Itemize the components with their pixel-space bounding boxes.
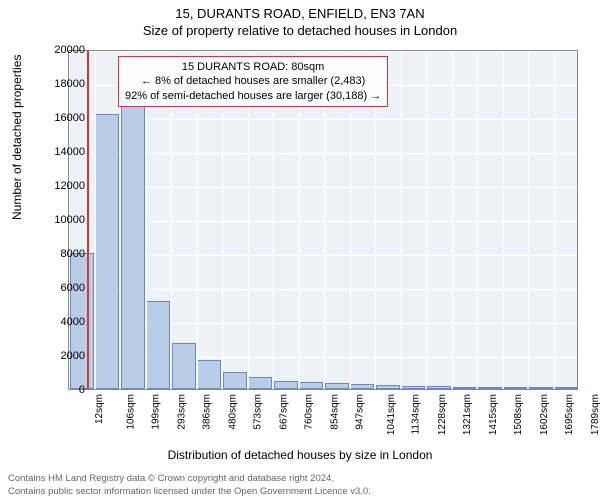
x-tick-label: 1602sqm [539,394,550,435]
y-tick-label: 14000 [35,146,85,158]
histogram-bar [503,387,527,389]
histogram-bar [146,301,170,389]
y-tick-label: 8000 [35,248,85,260]
y-tick-label: 18000 [35,78,85,90]
histogram-bar [172,343,196,389]
histogram-bar [274,381,298,390]
histogram-bar [197,360,221,389]
x-tick-label: 1321sqm [462,394,473,435]
x-tick-label: 1134sqm [410,394,421,434]
histogram-bar [95,114,119,389]
y-tick-label: 16000 [35,112,85,124]
x-tick-label: 12sqm [94,394,105,424]
y-tick-label: 20000 [35,44,85,56]
grid-line-v [401,51,402,389]
chart-area: 15 DURANTS ROAD: 80sqm ← 8% of detached … [68,50,578,390]
grid-line-v [95,51,96,389]
x-tick-label: 1415sqm [488,394,499,435]
x-tick-label: 199sqm [151,394,162,430]
histogram-bar [248,377,272,389]
histogram-bar [452,387,476,389]
x-tick-label: 947sqm [355,394,366,430]
property-marker-line [87,51,89,389]
y-tick-label: 2000 [35,350,85,362]
x-tick-label: 760sqm [304,394,315,430]
chart-title-subtitle: Size of property relative to detached ho… [0,21,600,38]
histogram-bar [529,387,553,389]
x-tick-label: 1789sqm [590,394,600,435]
histogram-bar [223,372,247,389]
annotation-line2: ← 8% of detached houses are smaller (2,4… [125,74,381,88]
histogram-bar [427,386,451,389]
chart-title-address: 15, DURANTS ROAD, ENFIELD, EN3 7AN [0,0,600,21]
x-tick-label: 573sqm [253,394,264,430]
x-tick-label: 386sqm [202,394,213,430]
histogram-bar [325,383,349,389]
x-tick-label: 1508sqm [513,394,524,435]
x-tick-label: 1695sqm [564,394,575,435]
grid-line-v [579,51,580,389]
x-tick-label: 480sqm [227,394,238,430]
y-tick-label: 12000 [35,180,85,192]
histogram-bar [554,387,578,389]
x-tick-label: 293sqm [176,394,187,430]
annotation-line3: 92% of semi-detached houses are larger (… [125,89,381,103]
histogram-bar [121,97,145,389]
grid-line-v [452,51,453,389]
footer-line2: Contains public sector information licen… [8,486,371,498]
x-tick-label: 667sqm [278,394,289,430]
x-tick-label: 106sqm [125,394,136,430]
footer-line1: Contains HM Land Registry data © Crown c… [8,473,371,485]
chart-container: 15, DURANTS ROAD, ENFIELD, EN3 7AN Size … [0,0,600,500]
annotation-line1: 15 DURANTS ROAD: 80sqm [125,60,381,74]
histogram-bar [350,384,374,389]
x-axis-label: Distribution of detached houses by size … [0,448,600,462]
grid-line-v [477,51,478,389]
y-axis-label: Number of detached properties [10,55,24,220]
y-tick-label: 6000 [35,282,85,294]
grid-line-v [554,51,555,389]
histogram-bar [401,386,425,389]
y-tick-label: 10000 [35,214,85,226]
grid-line-v [426,51,427,389]
histogram-bar [299,382,323,389]
histogram-bar [376,385,400,389]
x-tick-label: 854sqm [329,394,340,430]
grid-line-v [528,51,529,389]
x-tick-label: 1228sqm [437,394,448,435]
grid-line-h [69,391,577,392]
histogram-bar [478,387,502,389]
footer-attribution: Contains HM Land Registry data © Crown c… [8,473,371,498]
y-tick-label: 4000 [35,316,85,328]
grid-line-v [503,51,504,389]
annotation-box: 15 DURANTS ROAD: 80sqm ← 8% of detached … [118,56,388,107]
x-tick-label: 1041sqm [386,394,397,435]
y-tick-label: 0 [35,384,85,396]
